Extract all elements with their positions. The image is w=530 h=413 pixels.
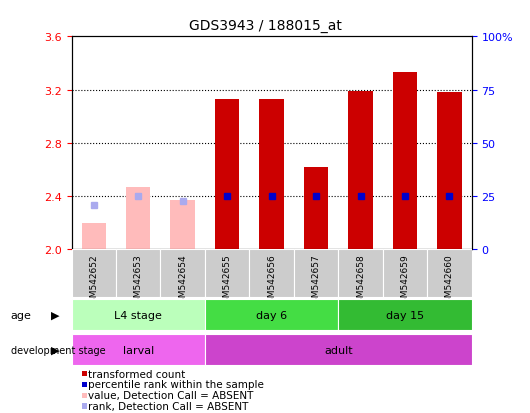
- Text: GSM542655: GSM542655: [223, 254, 232, 308]
- Text: day 6: day 6: [256, 310, 287, 320]
- Bar: [383, 250, 427, 297]
- Bar: [116, 250, 161, 297]
- Text: percentile rank within the sample: percentile rank within the sample: [87, 380, 263, 389]
- Text: ▶: ▶: [51, 345, 60, 355]
- Bar: [348, 92, 373, 250]
- Bar: [72, 335, 205, 366]
- Bar: [250, 250, 294, 297]
- Text: adult: adult: [324, 345, 352, 355]
- Bar: [393, 73, 417, 250]
- Text: GDS3943 / 188015_at: GDS3943 / 188015_at: [189, 19, 341, 33]
- Text: GSM542653: GSM542653: [134, 254, 143, 308]
- Bar: [427, 250, 472, 297]
- Bar: [72, 299, 205, 330]
- Text: L4 stage: L4 stage: [114, 310, 162, 320]
- Text: transformed count: transformed count: [87, 369, 185, 379]
- Text: value, Detection Call = ABSENT: value, Detection Call = ABSENT: [87, 390, 253, 400]
- Text: larval: larval: [122, 345, 154, 355]
- Bar: [437, 93, 462, 250]
- Bar: [215, 100, 240, 250]
- Bar: [161, 250, 205, 297]
- Bar: [294, 250, 338, 297]
- Text: GSM542654: GSM542654: [178, 254, 187, 308]
- Text: rank, Detection Call = ABSENT: rank, Detection Call = ABSENT: [87, 401, 248, 411]
- Bar: [205, 299, 338, 330]
- Text: development stage: development stage: [11, 345, 105, 355]
- Bar: [82, 223, 106, 250]
- Bar: [338, 299, 472, 330]
- Text: GSM542657: GSM542657: [312, 254, 321, 308]
- Bar: [304, 167, 328, 250]
- Text: GSM542659: GSM542659: [401, 254, 410, 308]
- Bar: [126, 188, 151, 250]
- Bar: [171, 201, 195, 250]
- Bar: [338, 250, 383, 297]
- Text: GSM542658: GSM542658: [356, 254, 365, 308]
- Bar: [259, 100, 284, 250]
- Text: GSM542656: GSM542656: [267, 254, 276, 308]
- Bar: [205, 335, 472, 366]
- Text: ▶: ▶: [51, 310, 60, 320]
- Bar: [72, 250, 116, 297]
- Text: GSM542660: GSM542660: [445, 254, 454, 308]
- Text: GSM542652: GSM542652: [89, 254, 98, 308]
- Text: age: age: [11, 310, 31, 320]
- Bar: [205, 250, 250, 297]
- Text: day 15: day 15: [386, 310, 424, 320]
